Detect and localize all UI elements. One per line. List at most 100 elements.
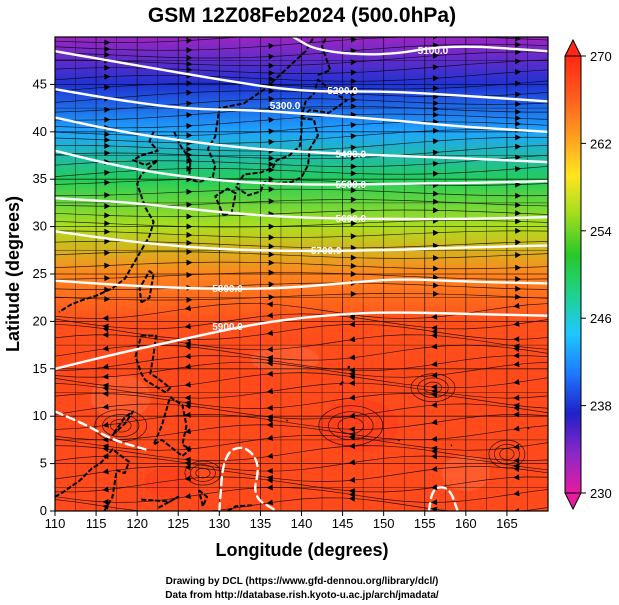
wind-arrow (104, 286, 111, 293)
wind-arrow (350, 85, 357, 92)
streamline (55, 344, 548, 361)
streamline (55, 43, 548, 59)
contour-label: 5800.0 (212, 284, 243, 295)
chart-title: GSM 12Z08Feb2024 (500.0hPa) (148, 4, 456, 27)
y-tick-label: 45 (33, 76, 47, 91)
wind-arrow (104, 64, 111, 71)
contour-label: 5600.0 (336, 214, 367, 225)
wind-arrow (186, 89, 193, 96)
wind-arrow (432, 149, 440, 156)
wind-arrow (432, 100, 440, 107)
wind-arrow (102, 499, 109, 506)
wind-arrow (268, 251, 275, 258)
wind-arrow (184, 381, 191, 388)
wind-arrow (348, 380, 355, 387)
wind-arrow (102, 403, 109, 410)
wind-arrow (266, 370, 273, 377)
y-tick-label: 40 (33, 124, 47, 139)
wind-arrow (514, 165, 522, 172)
eddy-streamline (410, 373, 456, 403)
wind-arrow (513, 336, 520, 343)
streamline (55, 361, 548, 378)
streamline (55, 188, 548, 197)
wind-arrow (102, 315, 109, 322)
wind-arrow (515, 115, 522, 122)
colorbar-tick-label: 262 (590, 136, 612, 151)
wind-arrow (432, 160, 440, 167)
eddy-streamline (488, 439, 526, 469)
wind-arrow (266, 312, 273, 319)
streamline (55, 282, 548, 290)
streamline (55, 372, 548, 389)
wind-arrow (266, 360, 273, 367)
wind-arrow (513, 320, 520, 327)
wind-arrow (102, 453, 109, 460)
y-tick-label: 10 (33, 408, 47, 423)
colorbar-tick-label: 246 (590, 311, 612, 326)
colorbar-tick-label: 270 (590, 49, 612, 64)
wind-arrow (515, 41, 522, 48)
wind-arrow (514, 508, 520, 511)
wind-arrow (186, 60, 193, 67)
wind-arrow (186, 100, 193, 107)
wind-arrow (515, 264, 522, 271)
streamline (55, 382, 548, 399)
streamline (55, 69, 548, 82)
wind-arrow (515, 37, 522, 42)
wind-arrow (515, 108, 522, 115)
streamline (55, 37, 548, 51)
colorbar-top-cap (564, 38, 582, 57)
wind-arrow (350, 170, 357, 177)
wind-arrow (186, 151, 193, 158)
wind-arrow (266, 414, 273, 421)
wind-arrow (513, 352, 520, 359)
wind-arrow (268, 198, 275, 205)
wind-arrow (514, 69, 522, 76)
wind-arrow (431, 401, 438, 408)
coastline (285, 419, 289, 422)
wind-arrow (515, 239, 522, 246)
wind-arrow (104, 84, 111, 91)
wind-arrow (102, 390, 109, 397)
wind-arrow (350, 69, 357, 76)
wind-arrow (348, 488, 356, 495)
wind-arrow (186, 271, 193, 278)
wind-arrow (432, 190, 440, 197)
contour-label: 5100.0 (418, 46, 449, 57)
wind-arrow (515, 134, 522, 141)
colorbar-tick-label: 230 (590, 486, 612, 501)
wind-arrow (184, 428, 191, 435)
wind-arrow (513, 443, 520, 450)
wind-arrow (104, 39, 111, 46)
wind-arrow (431, 384, 438, 391)
wind-arrow (186, 122, 193, 129)
streamline (55, 230, 548, 238)
wind-arrow (266, 484, 273, 491)
wind-arrow (186, 132, 193, 139)
wind-streamlines (55, 37, 548, 511)
wind-arrow (513, 411, 520, 418)
colorbar-tick-label: 238 (590, 399, 612, 414)
wind-arrow (268, 128, 275, 135)
wind-arrow (348, 443, 355, 450)
wind-arrow (268, 234, 275, 241)
wind-arrow (268, 269, 275, 276)
wind-arrow (104, 169, 111, 176)
wind-arrow (184, 400, 191, 407)
wind-arrow (104, 296, 111, 303)
wind-arrow (268, 88, 275, 95)
wind-arrow (431, 506, 438, 511)
colorbar-tick-label: 254 (590, 224, 612, 239)
wind-arrow (432, 229, 440, 236)
wind-arrow (186, 54, 193, 61)
wind-arrow (432, 265, 440, 272)
wind-arrow (350, 122, 357, 128)
wind-arrow (348, 336, 356, 343)
streamline (55, 145, 548, 160)
coastline (197, 489, 209, 508)
eddy-streamline (417, 377, 449, 398)
wind-arrow (266, 467, 273, 474)
y-tick-label: 25 (33, 266, 47, 281)
wind-arrow (268, 138, 275, 145)
wind-arrow (186, 146, 193, 153)
